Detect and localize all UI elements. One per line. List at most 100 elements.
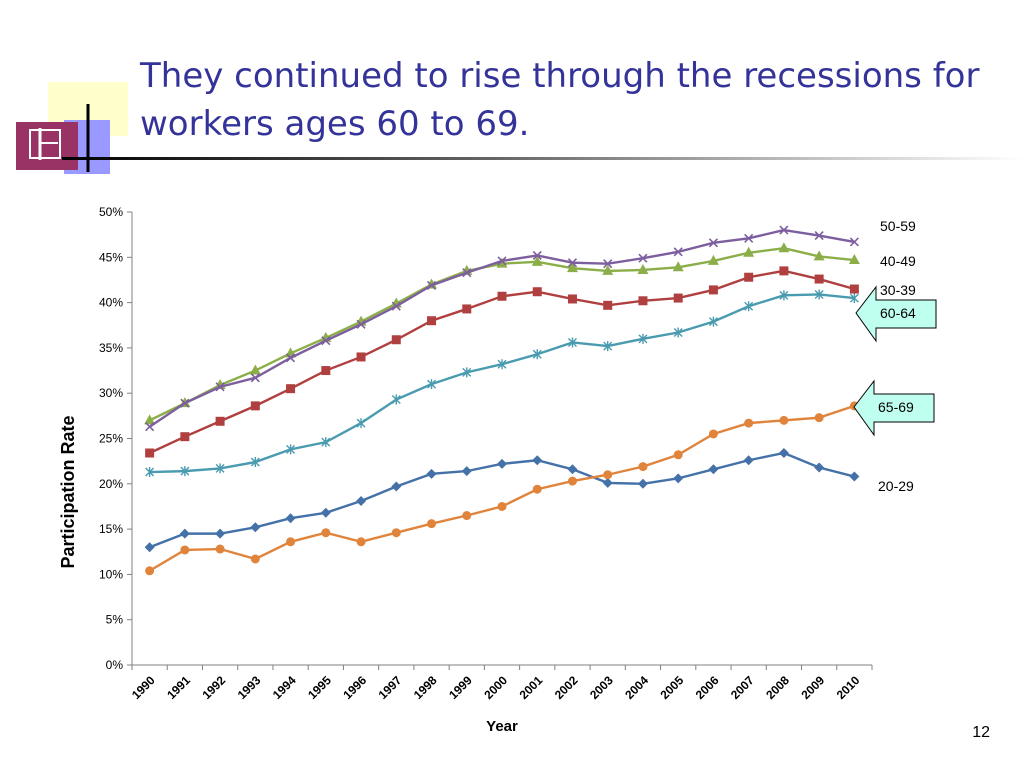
data-point: [215, 463, 225, 474]
y-tick-label: 20%: [99, 477, 123, 491]
series-label-40-49: 40-49: [880, 253, 916, 269]
data-point: [532, 287, 542, 297]
data-point: [321, 437, 331, 448]
data-point: [744, 233, 754, 243]
data-point: [673, 327, 683, 338]
x-tick-label: 1999: [446, 673, 475, 702]
data-point: [462, 268, 472, 278]
title-rule: [62, 157, 1024, 160]
data-point: [708, 464, 719, 475]
data-point: [497, 458, 507, 469]
data-point: [778, 242, 790, 253]
data-point: [602, 477, 613, 488]
data-point: [144, 542, 155, 553]
data-point: [708, 316, 718, 327]
data-point: [602, 264, 614, 275]
data-point: [567, 258, 578, 268]
y-tick-label: 40%: [99, 296, 123, 310]
logo-mark: [16, 82, 128, 174]
data-point: [497, 501, 507, 511]
data-point: [779, 225, 789, 235]
y-tick-label: 10%: [99, 567, 123, 581]
data-point: [532, 455, 543, 466]
data-point: [426, 468, 437, 479]
data-point: [744, 272, 754, 282]
data-point: [708, 429, 718, 439]
data-point: [743, 455, 754, 466]
data-point: [250, 373, 260, 383]
page-number: 12: [972, 724, 990, 741]
x-tick-label: 2007: [728, 673, 757, 702]
y-tick-label: 25%: [99, 432, 123, 446]
data-point: [321, 528, 331, 538]
series-50-59: [145, 225, 859, 432]
data-point: [603, 259, 613, 269]
data-point: [814, 462, 825, 473]
data-point: [637, 263, 649, 274]
data-point: [180, 545, 190, 555]
data-point: [145, 566, 155, 576]
data-point: [461, 466, 472, 477]
data-point: [391, 481, 402, 492]
data-point: [285, 513, 296, 524]
data-point: [496, 257, 508, 268]
data-point: [779, 415, 789, 425]
series-label-60-64: 60-64: [880, 305, 916, 321]
data-point: [391, 528, 401, 538]
data-point: [250, 401, 260, 411]
data-point: [849, 471, 860, 482]
data-point: [744, 301, 754, 312]
data-point: [356, 352, 366, 362]
data-point: [603, 341, 613, 352]
series-lines: [144, 225, 860, 576]
data-point: [532, 484, 542, 494]
data-point: [286, 384, 296, 394]
series-label-65-69: 65-69: [878, 399, 914, 415]
x-tick-label: 1990: [129, 673, 158, 702]
x-tick-label: 1994: [270, 673, 299, 702]
y-tick-label: 50%: [99, 205, 123, 219]
slide-title: They continued to rise through the reces…: [140, 56, 980, 144]
data-point: [321, 366, 331, 376]
data-point: [673, 450, 683, 460]
data-point: [638, 253, 648, 263]
data-point: [848, 254, 860, 265]
x-tick-label: 2000: [481, 673, 510, 702]
x-tick-label: 1998: [411, 673, 440, 702]
data-point: [637, 478, 648, 489]
data-point: [673, 293, 683, 303]
data-point: [179, 528, 190, 539]
data-point: [462, 367, 472, 378]
x-tick-label: 2009: [798, 673, 827, 702]
data-point: [427, 316, 437, 326]
callout-arrow-65-69: [853, 379, 935, 437]
x-tick-label: 1995: [305, 673, 334, 702]
x-axis-ticks: 1990 1991 1992 1993 1994 1995 1996 1997 1998 1999…: [129, 665, 873, 702]
data-point: [707, 254, 719, 265]
y-tick-label: 45%: [99, 250, 123, 264]
series-30-39: [145, 266, 859, 458]
data-point: [638, 333, 648, 344]
data-point: [497, 359, 507, 370]
data-point: [215, 416, 225, 426]
data-point: [532, 250, 542, 261]
series-label-20-29: 20-29: [878, 478, 914, 494]
series-line: [149, 293, 855, 474]
data-point: [356, 319, 366, 329]
data-point: [356, 537, 366, 547]
data-point: [849, 293, 859, 304]
x-tick-label: 1991: [164, 673, 193, 702]
data-point: [320, 507, 331, 518]
series-60-64: [145, 289, 859, 478]
x-tick-label: 1993: [235, 673, 264, 702]
data-point: [321, 336, 331, 346]
data-point: [673, 473, 684, 484]
data-point: [638, 296, 648, 306]
data-point: [180, 432, 190, 442]
data-point: [779, 290, 789, 301]
data-point: [462, 304, 472, 314]
data-point: [849, 237, 859, 247]
data-point: [391, 394, 401, 405]
data-point: [356, 496, 367, 507]
data-point: [567, 476, 577, 486]
